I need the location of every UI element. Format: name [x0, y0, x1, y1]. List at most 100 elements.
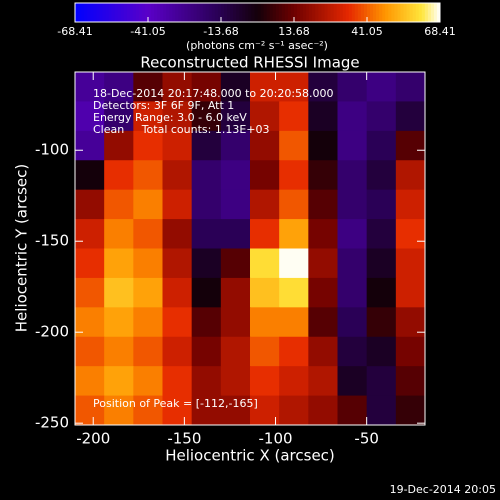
heat-cell: [250, 101, 280, 132]
heat-cell: [104, 395, 134, 426]
annotation: Clean Total counts: 1.13E+03: [93, 123, 270, 136]
heat-cell: [250, 160, 280, 191]
annotation: Energy Range: 3.0 - 6.0 keV: [93, 111, 247, 124]
heat-cell: [279, 219, 309, 249]
heat-cell: [279, 395, 309, 426]
heat-cell: [366, 395, 397, 426]
heat-cell: [395, 277, 426, 308]
heat-cell: [366, 130, 397, 161]
plot-frame: [74, 71, 426, 426]
x-tick-label: -100: [258, 430, 292, 448]
heat-cell: [395, 130, 426, 161]
heat-cell: [162, 101, 193, 132]
heat-cell: [337, 160, 368, 191]
heat-cell: [395, 189, 426, 220]
y-tick-label: -200: [35, 323, 69, 341]
heat-cell: [308, 307, 338, 338]
heat-cell: [75, 248, 105, 279]
heat-cell: [250, 189, 280, 220]
x-tick-label: -200: [76, 430, 110, 448]
heat-cell: [133, 277, 163, 308]
heat-cell: [366, 336, 397, 367]
heat-cell: [133, 72, 163, 102]
heat-cell: [279, 72, 309, 102]
heat-cell: [220, 101, 251, 132]
heat-cell: [220, 72, 251, 102]
heat-cell: [395, 336, 426, 367]
heat-cell: [75, 336, 105, 367]
heat-cell: [250, 277, 280, 308]
heat-cell: [133, 101, 163, 132]
heat-cell: [279, 101, 309, 132]
heat-cell: [220, 395, 251, 426]
heat-cell: [366, 219, 397, 249]
y-axis-label: Heliocentric Y (arcsec): [13, 164, 31, 332]
heat-cell: [395, 160, 426, 191]
heat-cell: [162, 189, 193, 220]
heat-cell: [366, 101, 397, 132]
heat-cell: [337, 130, 368, 161]
y-tick-label: -100: [35, 141, 69, 159]
heat-cell: [104, 219, 134, 249]
heat-cell: [104, 160, 134, 191]
heat-cell: [366, 366, 397, 397]
colorbar-tick-label: -41.05: [130, 25, 165, 38]
heat-cell: [75, 307, 105, 338]
heat-cell: [75, 277, 105, 308]
heat-cell: [395, 366, 426, 397]
heat-cell: [191, 72, 222, 102]
heat-cell: [191, 307, 222, 338]
heat-cell: [337, 101, 368, 132]
heat-cell: [133, 366, 163, 397]
y-tick-label: -250: [35, 414, 69, 432]
peak-label: Position of Peak = [-112,-165]: [93, 397, 258, 410]
heat-cell: [250, 395, 280, 426]
heat-cell: [308, 395, 338, 426]
heat-cell: [366, 277, 397, 308]
heat-cell: [279, 336, 309, 367]
heat-cell: [308, 277, 338, 308]
y-tick-label: -150: [35, 232, 69, 250]
heat-cell: [75, 395, 105, 426]
heat-cell: [337, 336, 368, 367]
heat-cell: [191, 395, 222, 426]
heat-cell: [133, 307, 163, 338]
heat-cell: [395, 395, 426, 426]
annotation: 18-Dec-2014 20:17:48.000 to 20:20:58.000: [93, 87, 334, 100]
heat-cell: [191, 219, 222, 249]
colorbar-tick-label: -68.41: [57, 25, 92, 38]
heat-cell: [162, 72, 193, 102]
heat-cell: [191, 130, 222, 161]
x-tick-label: -150: [167, 430, 201, 448]
colorbar-tick-label: 13.68: [278, 25, 310, 38]
chart-title: Reconstructed RHESSI Image: [140, 54, 359, 72]
heat-cell: [75, 101, 105, 132]
x-tick-label: -50: [354, 430, 379, 448]
heat-cell: [395, 219, 426, 249]
heat-cell: [279, 366, 309, 397]
heat-cell: [191, 101, 222, 132]
heat-cell: [104, 72, 134, 102]
heat-cell: [308, 219, 338, 249]
heat-cell: [104, 277, 134, 308]
heatmap: [75, 72, 426, 426]
heat-cell: [191, 336, 222, 367]
heat-cell: [308, 101, 338, 132]
heat-cell: [250, 336, 280, 367]
heat-cell: [395, 248, 426, 279]
heat-cell: [162, 366, 193, 397]
heat-cell: [162, 277, 193, 308]
heat-cell: [308, 72, 338, 102]
heat-cell: [279, 307, 309, 338]
heat-cell: [395, 101, 426, 132]
heat-cell: [337, 248, 368, 279]
heat-cell: [104, 336, 134, 367]
colorbar: [75, 3, 441, 22]
heat-cell: [250, 248, 280, 279]
heat-cell: [395, 307, 426, 338]
heat-cell: [133, 160, 163, 191]
colorbar-tick-label: 41.05: [351, 25, 383, 38]
heat-cell: [162, 395, 193, 426]
heat-cell: [337, 395, 368, 426]
heat-cell: [220, 277, 251, 308]
